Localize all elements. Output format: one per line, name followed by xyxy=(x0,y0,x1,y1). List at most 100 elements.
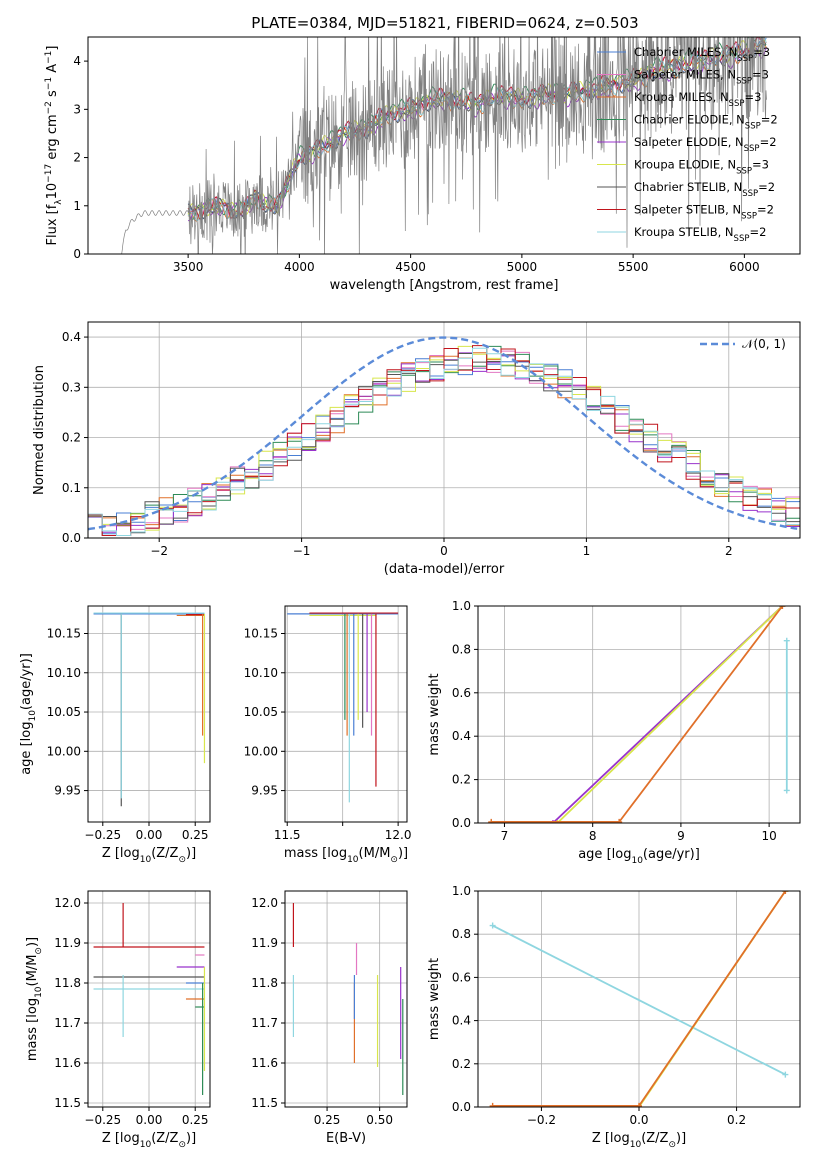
y-tick-label: 0.4 xyxy=(62,330,81,344)
y-tick-label: 1 xyxy=(73,199,81,213)
y-tick-label: 11.8 xyxy=(251,976,278,990)
x-tick-label: 4500 xyxy=(395,260,426,274)
x-tick-label: 8 xyxy=(589,829,597,843)
y-tick-label: 0.4 xyxy=(452,729,471,743)
x-tick-label: 0.25 xyxy=(314,1113,341,1127)
y-tick-label: 0.2 xyxy=(452,773,471,787)
x-tick-label: 0 xyxy=(440,544,448,558)
y-tick-label: 10.10 xyxy=(47,666,81,680)
weight-line xyxy=(492,924,786,1076)
y-tick-label: 11.7 xyxy=(251,1016,278,1030)
y-tick-label: 12.0 xyxy=(251,896,278,910)
panel-mass-vs-EBV: 0.25 0.50 11.5 11.6 11.7 11.8 11.9 12.0 E(B-V) xyxy=(251,890,408,1146)
y-tick-label: 0.3 xyxy=(62,380,81,394)
axes-frame xyxy=(87,36,801,255)
x-tick-label: 0.0 xyxy=(629,1113,648,1127)
y-tick-label: 11.9 xyxy=(54,936,81,950)
x-tick-label: 11.5 xyxy=(274,828,301,842)
weight-marker xyxy=(783,637,790,644)
x-axis-label: (data-model)/error xyxy=(384,562,505,577)
y-tick-label: 0.0 xyxy=(62,531,81,545)
panel-age-vs-mass: 11.5 12.0 9.95 10.00 10.05 10.10 10.15 mass [lo… xyxy=(244,605,411,865)
weight-marker xyxy=(636,1102,642,1107)
legend-entry: Chabrier STELIB, NSSP=2 xyxy=(634,180,775,199)
axes-frame xyxy=(87,321,801,539)
weight-marker xyxy=(489,922,496,929)
y-tick-label: 10.10 xyxy=(244,666,278,680)
weight-marker xyxy=(782,891,789,894)
plot-area xyxy=(488,606,790,823)
x-axis-label: wavelength [Angstrom, rest frame] xyxy=(330,278,559,293)
x-tick-label: 0.2 xyxy=(727,1113,746,1127)
x-tick-label: 5000 xyxy=(507,260,538,274)
y-tick-label: 12.0 xyxy=(54,896,81,910)
x-tick-label: 3500 xyxy=(173,260,204,274)
axes-frame xyxy=(87,605,211,823)
axes-frame xyxy=(477,890,801,1108)
y-axis-label: mass [log10(M/M⊙)] xyxy=(25,937,44,1061)
y-tick-label: 10.15 xyxy=(244,626,278,640)
x-tick-label: 0.25 xyxy=(182,828,209,842)
y-tick-label: 0.6 xyxy=(452,686,471,700)
y-tick-label: 3 xyxy=(73,102,81,116)
y-tick-label: 0.2 xyxy=(62,431,81,445)
x-tick-label: 5500 xyxy=(618,260,649,274)
y-tick-label: 4 xyxy=(73,54,81,68)
y-tick-label: 9.95 xyxy=(251,784,278,798)
plot-area xyxy=(93,612,206,807)
legend-entry: Salpeter STELIB, NSSP=2 xyxy=(634,203,774,222)
x-tick-label: 0.00 xyxy=(136,1113,163,1127)
weight-marker xyxy=(782,1071,789,1078)
y-tick-label: 0.8 xyxy=(452,642,471,656)
plot-area xyxy=(489,891,789,1107)
axes-frame xyxy=(284,605,408,823)
axes-frame xyxy=(477,605,801,824)
x-tick-label: 1 xyxy=(583,544,591,558)
y-tick-label: 10.05 xyxy=(244,705,278,719)
weight-line xyxy=(491,606,784,823)
y-tick-label: 0.4 xyxy=(452,1014,471,1028)
y-tick-label: 11.5 xyxy=(251,1096,278,1110)
y-axis-label: Normed distribution xyxy=(32,365,47,495)
x-tick-label: 9 xyxy=(677,829,685,843)
y-tick-label: 11.8 xyxy=(54,976,81,990)
y-axis-label: mass weight xyxy=(427,673,442,755)
x-tick-label: −2 xyxy=(150,544,168,558)
legend-entry: Salpeter ELODIE, NSSP=2 xyxy=(634,135,777,154)
y-tick-label: 11.6 xyxy=(251,1056,278,1070)
plot-area xyxy=(292,903,404,1095)
y-tick-label: 10.00 xyxy=(47,744,81,758)
plot-area xyxy=(88,336,800,536)
x-axis-label: E(B-V) xyxy=(326,1131,366,1146)
y-tick-label: 0.8 xyxy=(452,927,471,941)
y-tick-label: 11.9 xyxy=(251,936,278,950)
y-axis-label: age [log10(age/yr)] xyxy=(19,653,38,775)
y-tick-label: 9.95 xyxy=(54,784,81,798)
y-tick-label: 0.2 xyxy=(452,1057,471,1071)
y-axis-label: mass weight xyxy=(427,958,442,1040)
y-tick-label: 2 xyxy=(73,151,81,165)
gaussian-curve xyxy=(88,336,798,531)
plot-area xyxy=(93,903,206,1095)
weight-marker xyxy=(488,818,495,823)
y-tick-label: 0.1 xyxy=(62,481,81,495)
panel-massweight-vs-age: 7 8 9 10 0.0 0.2 0.4 0.6 0.8 1.0 age [log10(age/yr… xyxy=(427,599,801,866)
x-tick-label: 7 xyxy=(501,829,509,843)
plot-area xyxy=(287,612,399,803)
plot-area xyxy=(121,37,767,254)
legend-entry: Kroupa STELIB, NSSP=2 xyxy=(634,225,766,244)
x-tick-label: 0.50 xyxy=(366,1113,393,1127)
axes-frame xyxy=(87,890,211,1108)
x-tick-label: 0.00 xyxy=(136,828,163,842)
weight-line xyxy=(491,606,784,823)
y-axis-label: Flux [fλ10−17 erg cm−2 s−1 A−1] xyxy=(44,46,64,246)
y-tick-label: 10.05 xyxy=(47,705,81,719)
weight-line xyxy=(491,606,784,823)
axes-frame xyxy=(284,890,408,1108)
x-tick-label: 0.25 xyxy=(182,1113,209,1127)
y-tick-label: 11.7 xyxy=(54,1016,81,1030)
x-tick-label: −0.25 xyxy=(84,828,121,842)
weight-marker xyxy=(783,787,790,794)
x-tick-label: 10 xyxy=(761,829,776,843)
